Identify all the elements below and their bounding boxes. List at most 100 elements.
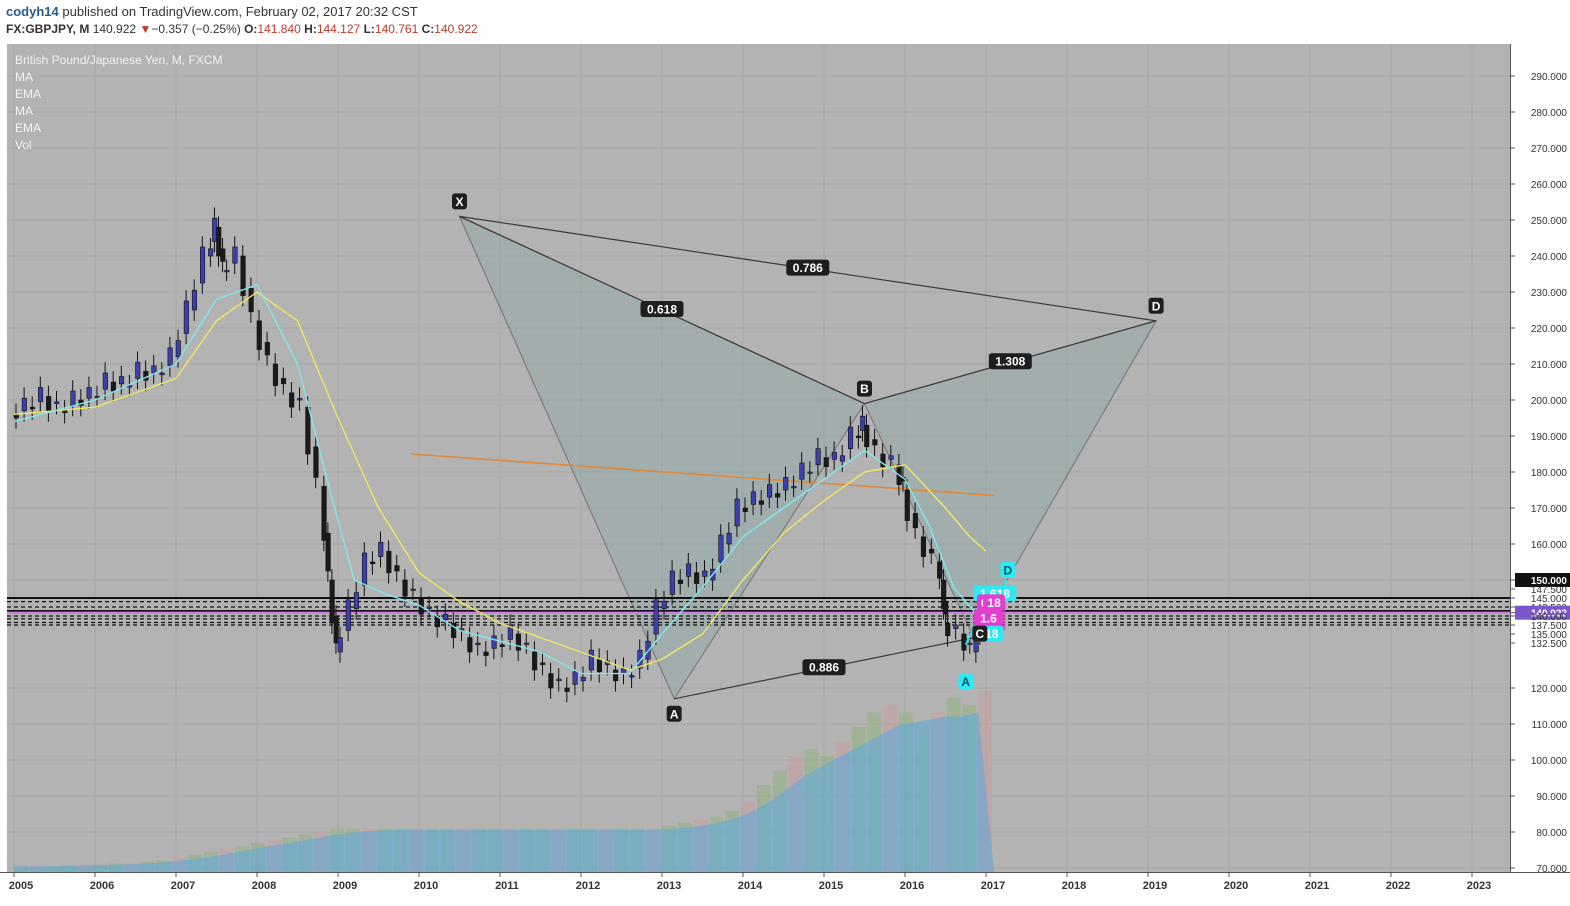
- legend-item-ma-2[interactable]: MA: [15, 104, 33, 118]
- candle-body: [807, 471, 813, 474]
- candle-body: [540, 662, 546, 665]
- candle-body: [726, 532, 732, 545]
- small-label-d-text: D: [1004, 564, 1013, 578]
- candle-body: [653, 599, 659, 635]
- candle-body: [256, 320, 262, 350]
- ratio-label-0618: 0.618: [640, 301, 684, 317]
- pattern-point-c: C: [972, 625, 988, 642]
- chart-plot-area[interactable]: AD1.6180181.6618XABCD0.6180.7861.3080.88…: [7, 44, 1510, 872]
- small-label-ratio-18-text: 18: [987, 596, 1001, 610]
- year-tick-label: 2018: [1062, 880, 1086, 892]
- candle-body: [321, 486, 327, 541]
- year-tick-label: 2019: [1143, 880, 1167, 892]
- candle-body: [151, 365, 157, 374]
- candle-body: [191, 289, 197, 311]
- candle-body: [333, 615, 339, 644]
- candle-body: [967, 642, 973, 645]
- year-tick-label: 2012: [576, 880, 600, 892]
- close-value: 140.922: [434, 22, 478, 36]
- price-axis[interactable]: 290.000 280.000 270.000 260.000 250.000 240.0…: [1510, 44, 1570, 875]
- legend-item-ema-2[interactable]: EMA: [15, 121, 42, 135]
- time-axis-canvas: 2005 2006 2007 2008 2009 2010 2011 2012 2013 2014…: [9, 873, 1491, 892]
- candle-body: [783, 477, 789, 491]
- change-value: −0.357 (−0.25%): [151, 22, 241, 36]
- candle-body: [394, 565, 400, 572]
- candle-body: [685, 563, 692, 577]
- legend-item-vol[interactable]: Vol: [15, 138, 32, 152]
- candle-body: [370, 561, 376, 565]
- chart-canvas[interactable]: AD1.6180181.6618XABCD0.6180.7861.3080.88…: [7, 44, 1510, 872]
- publish-info: published on TradingView.com, February 0…: [62, 4, 418, 19]
- candle-body: [629, 675, 635, 678]
- small-label-a: A: [958, 673, 974, 690]
- open-label: O:: [244, 22, 258, 36]
- small-label-ratio-16: 1.6: [973, 609, 1003, 626]
- legend-title: British Pound/Japanese Yen, M, FXCM: [15, 53, 223, 67]
- pattern-point-a-box: [666, 705, 682, 722]
- price-tick-label: 147.500: [1531, 585, 1568, 596]
- candle-body: [973, 640, 979, 653]
- candle-body: [329, 579, 335, 624]
- symbol-label: FX:GBPJPY, M: [6, 22, 90, 36]
- candle-body: [175, 340, 181, 358]
- candle-body: [353, 592, 360, 610]
- legend-item-ma[interactable]: MA: [15, 70, 33, 84]
- candle-body: [669, 570, 675, 595]
- price-tick-label: 220.000: [1531, 324, 1568, 335]
- pattern-point-b: B: [857, 380, 872, 397]
- ratio-label-0886-text: 0.886: [809, 661, 839, 675]
- price-tick-label: 190.000: [1531, 432, 1568, 443]
- candle-body: [378, 541, 384, 557]
- candle-body: [548, 673, 554, 689]
- candle-body: [799, 462, 805, 480]
- price-tick-label: 70.000: [1536, 864, 1567, 872]
- close-label: C:: [421, 22, 435, 36]
- candle-body: [102, 372, 108, 390]
- high-value: 144.127: [316, 22, 361, 36]
- orange-trendline: [410, 453, 995, 497]
- price-tick-label: 240.000: [1531, 252, 1568, 263]
- candle-body: [426, 606, 432, 609]
- author-name[interactable]: codyh14: [6, 4, 59, 19]
- candle-body: [864, 424, 870, 448]
- time-axis[interactable]: 2005 2006 2007 2008 2009 2010 2011 2012 2013 2014…: [0, 872, 1570, 901]
- year-tick-label: 2005: [9, 880, 33, 892]
- candle-body: [499, 644, 505, 647]
- candle-body: [451, 622, 457, 638]
- candle-body: [46, 396, 52, 412]
- price-tick-label: 260.000: [1531, 180, 1568, 191]
- candle-body: [758, 500, 765, 505]
- ratio-label-0786: 0.786: [786, 259, 830, 276]
- candle-body: [564, 687, 570, 692]
- candle-body: [297, 397, 303, 401]
- price-tick-label: 140.000: [1531, 612, 1568, 623]
- candle-body: [21, 397, 27, 412]
- price-tick-label: 145.000: [1531, 594, 1568, 605]
- candle-body: [888, 455, 894, 460]
- current-price-text: 140.922: [1531, 609, 1568, 620]
- year-tick-label: 2016: [900, 880, 924, 892]
- pattern-point-d-text: D: [1152, 299, 1161, 313]
- candle-body: [572, 671, 578, 685]
- candle-body: [775, 493, 781, 498]
- candle-body: [961, 633, 967, 651]
- candle-body: [402, 579, 408, 597]
- candle-body: [491, 635, 497, 649]
- year-tick-label: 2007: [171, 880, 195, 892]
- candle-body: [272, 363, 279, 386]
- price-tick-label: 137.500: [1531, 621, 1568, 632]
- candle-body: [361, 552, 368, 586]
- candle-body: [872, 439, 878, 446]
- candle-body: [280, 378, 287, 385]
- legend-item-ema[interactable]: EMA: [15, 87, 42, 101]
- ratio-label-1308: 1.308: [988, 353, 1032, 370]
- year-tick-label: 2014: [738, 880, 763, 892]
- candle-body: [677, 579, 684, 584]
- candle-body: [742, 507, 748, 512]
- candle-body: [37, 387, 44, 403]
- candle-body: [70, 390, 76, 406]
- candle-body: [928, 549, 935, 554]
- candle-body: [880, 453, 886, 467]
- candle-body: [694, 572, 700, 584]
- price-tick-label: 280.000: [1531, 108, 1568, 119]
